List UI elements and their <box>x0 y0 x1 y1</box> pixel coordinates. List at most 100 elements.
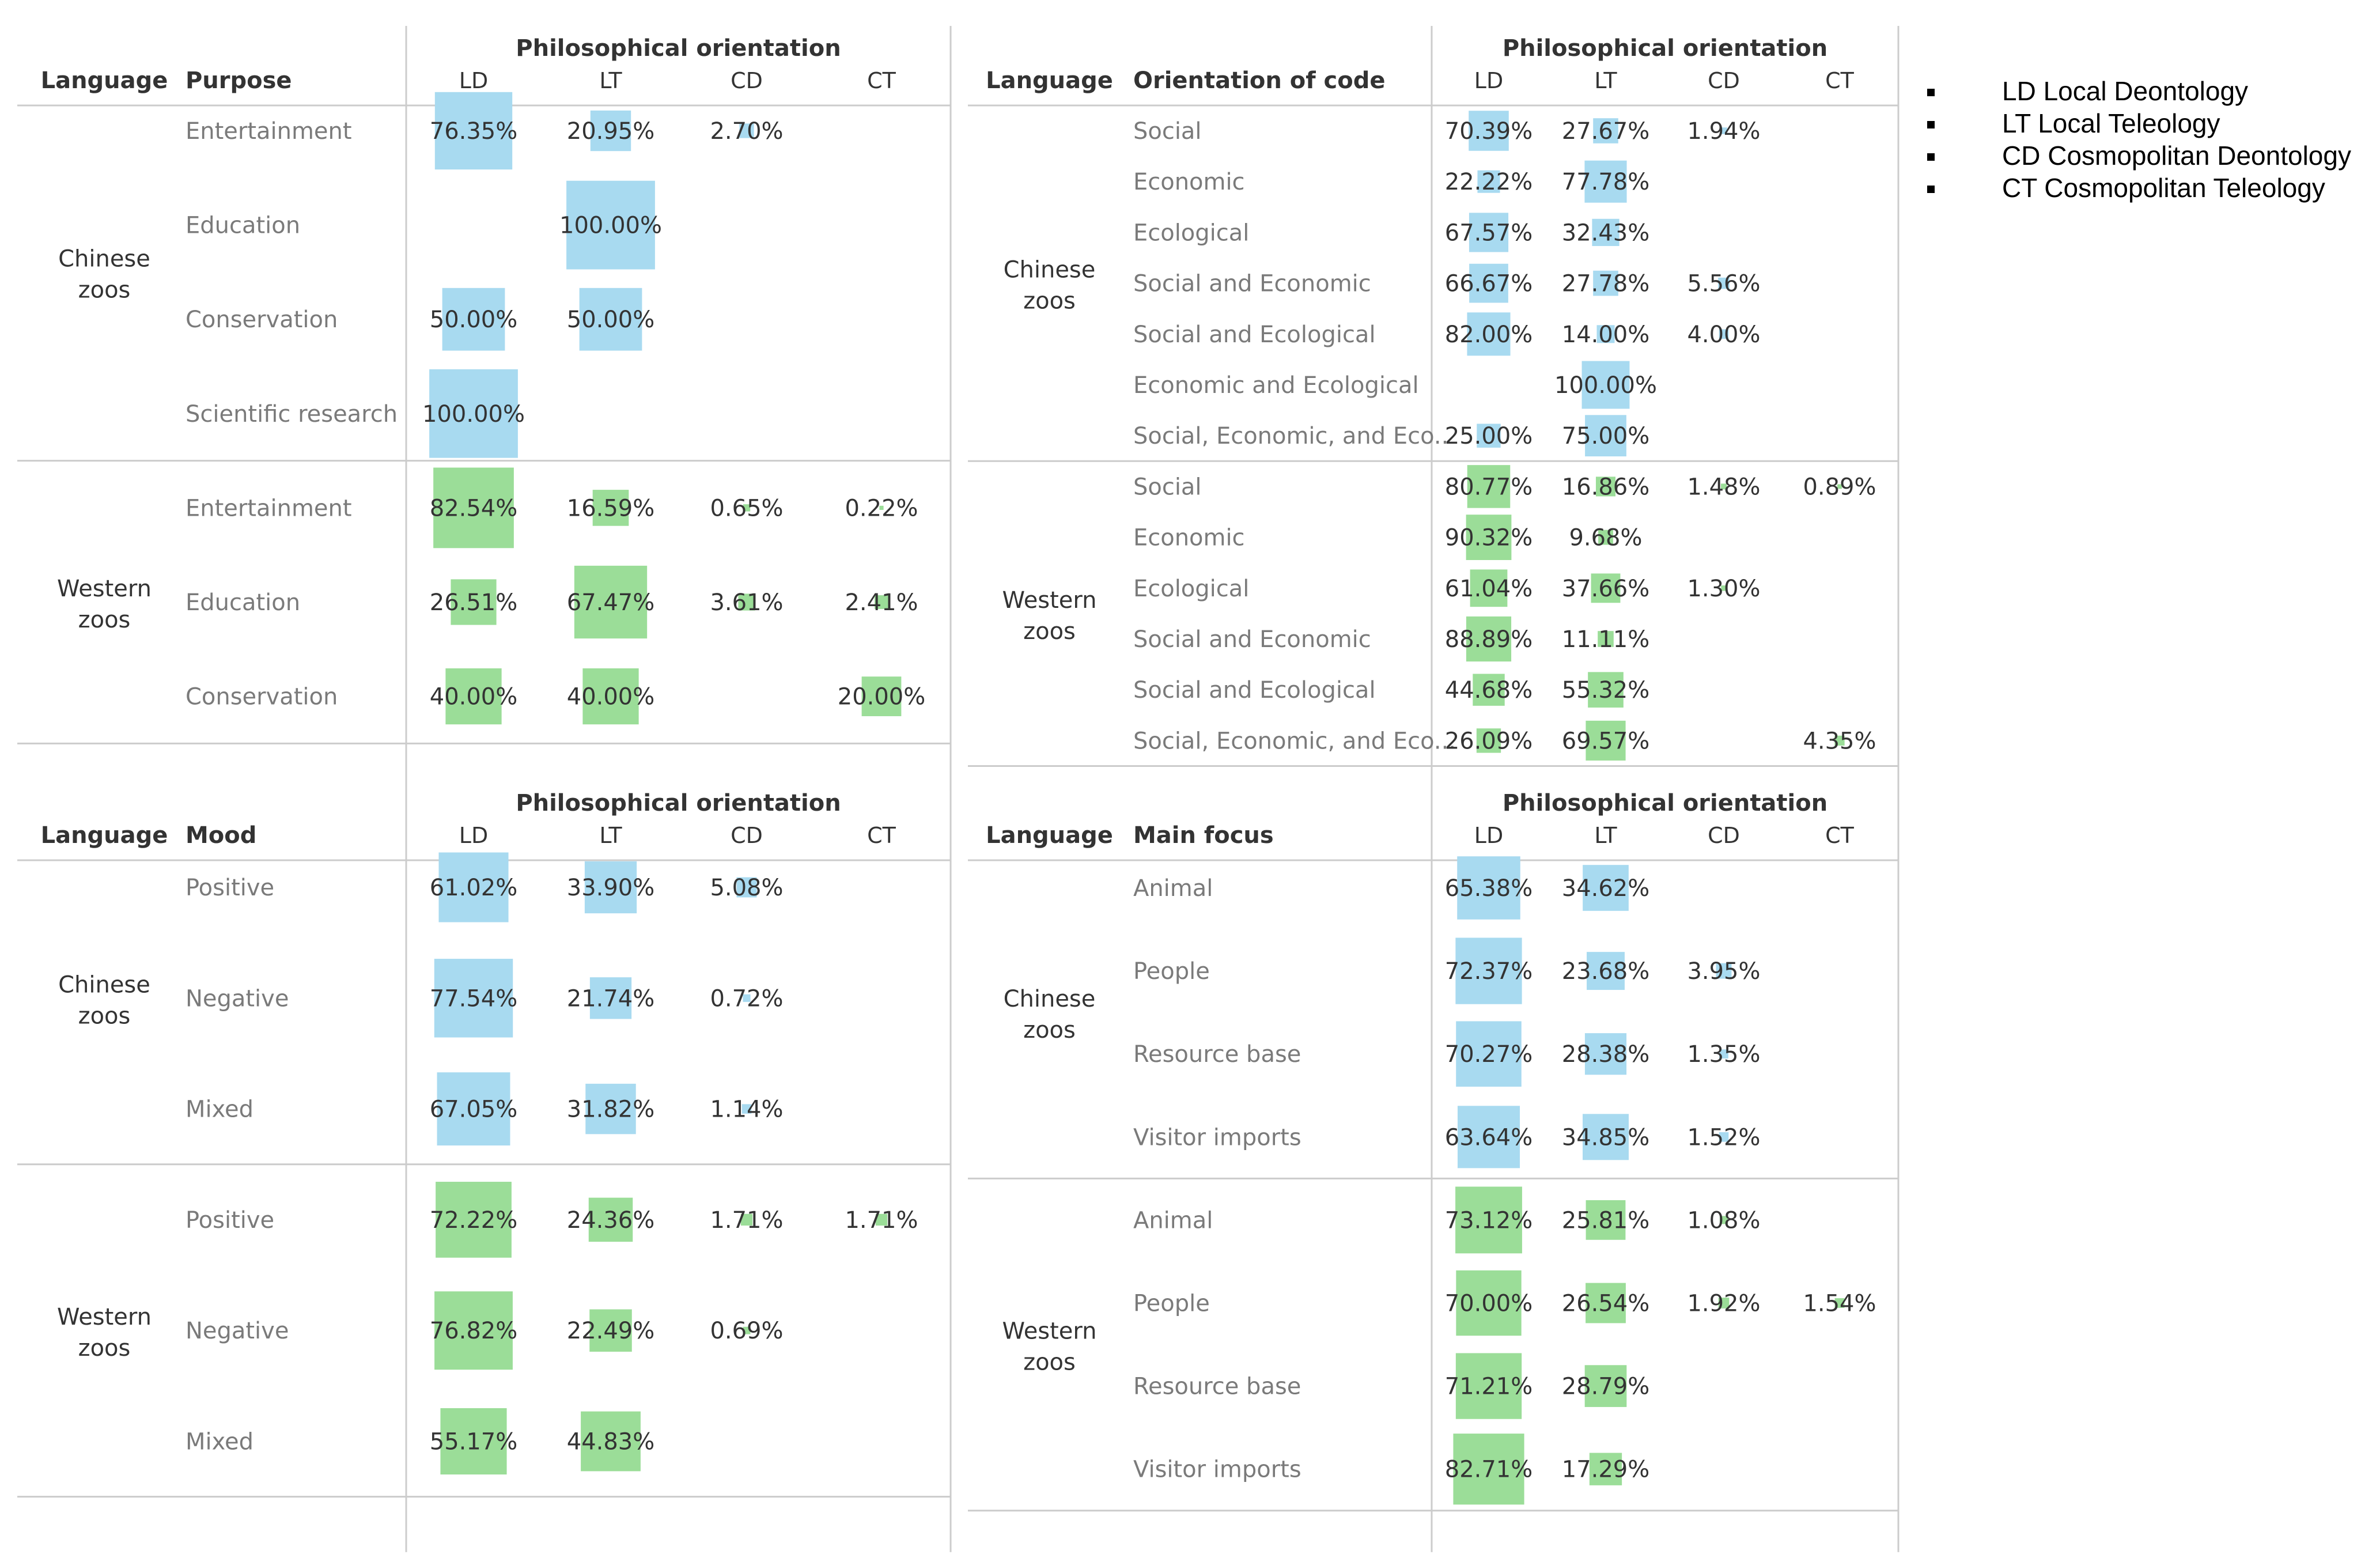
value-square-lt <box>1593 118 1618 143</box>
value-label-ld: 67.05% <box>430 1096 517 1123</box>
value-label-cd: 1.14% <box>710 1096 783 1123</box>
value-square-lt <box>1592 218 1620 247</box>
value-square-cd <box>740 1213 753 1226</box>
value-label-lt: 40.00% <box>567 684 654 710</box>
value-label-cd: 1.94% <box>1687 118 1760 145</box>
value-square-ct <box>875 1213 888 1226</box>
value-square-ld <box>1455 1186 1522 1254</box>
column-header-cd: CD <box>1708 68 1740 93</box>
value-square-ld <box>434 92 513 170</box>
row-label: Conservation <box>186 684 338 710</box>
value-square-lt <box>588 1197 633 1242</box>
row-label: Education <box>186 589 300 616</box>
value-label-ld: 66.67% <box>1445 271 1533 297</box>
row-label: Social, Economic, and Eco... <box>1133 728 1456 754</box>
value-label-ld: 82.71% <box>1445 1457 1533 1483</box>
value-square-cd <box>743 994 751 1002</box>
value-label-cd: 1.48% <box>1687 474 1760 500</box>
value-label-lt: 21.74% <box>567 985 654 1012</box>
value-label-lt: 34.85% <box>1562 1124 1649 1151</box>
column-header-lt: LT <box>599 823 622 848</box>
value-label-lt: 25.81% <box>1562 1207 1649 1234</box>
group-label-chinese: Chinese zoos <box>1004 257 1096 315</box>
value-square-ct <box>1834 1298 1845 1308</box>
value-square-ct <box>875 595 888 609</box>
row-label: Positive <box>186 1207 274 1234</box>
value-square-ld <box>442 288 505 351</box>
column-header-ld: LD <box>1474 823 1503 848</box>
value-square-ld <box>436 1182 512 1258</box>
column-group-title: Philosophical orientation <box>1503 790 1827 816</box>
value-square-ld <box>1469 111 1509 151</box>
value-label-lt: 27.67% <box>1562 118 1649 145</box>
value-label-ld: 61.04% <box>1445 576 1533 602</box>
value-label-ld: 65.38% <box>1445 875 1533 902</box>
value-label-lt: 26.54% <box>1562 1290 1649 1317</box>
value-label-ct: 1.71% <box>845 1207 918 1234</box>
group-label-line: Chinese <box>58 971 150 998</box>
value-square-ld <box>437 1072 510 1146</box>
row-label: Entertainment <box>186 118 352 145</box>
value-label-lt: 23.68% <box>1562 958 1649 985</box>
row-header-language: Language <box>41 822 168 849</box>
value-square-cd <box>738 593 755 611</box>
value-label-ld: 55.17% <box>430 1428 517 1455</box>
value-square-ld <box>1456 1021 1522 1087</box>
value-label-cd: 1.30% <box>1687 576 1760 602</box>
value-square-lt <box>574 565 648 639</box>
value-label-cd: 2.70% <box>710 118 783 145</box>
value-square-ct <box>1837 484 1842 489</box>
value-label-ld: 100.00% <box>422 401 525 428</box>
value-square-cd <box>741 1104 752 1114</box>
row-label: Scientific research <box>186 401 398 428</box>
value-label-ld: 50.00% <box>430 307 517 333</box>
column-header-ct: CT <box>867 823 896 848</box>
column-header-cd: CD <box>731 823 763 848</box>
value-label-ld: 72.22% <box>430 1207 517 1234</box>
value-label-lt: 27.78% <box>1562 271 1649 297</box>
group-label-line: zoos <box>78 277 131 303</box>
value-label-lt: 75.00% <box>1562 423 1649 449</box>
value-square-ld <box>433 467 514 549</box>
value-square-ld <box>451 579 497 625</box>
value-square-cd <box>1718 277 1730 289</box>
column-header-lt: LT <box>599 68 622 93</box>
legend-label: LT Local Teleology <box>2002 108 2220 138</box>
value-square-cd <box>1718 1298 1730 1309</box>
row-header-language: Language <box>986 67 1113 94</box>
value-square-ld <box>445 668 502 725</box>
value-label-cd: 0.69% <box>710 1318 783 1344</box>
value-square-ld <box>434 1291 513 1370</box>
value-label-ct: 2.41% <box>845 589 918 616</box>
row-label: Resource base <box>1133 1041 1301 1068</box>
value-square-ct <box>879 505 884 510</box>
value-label-cd: 1.08% <box>1687 1207 1760 1234</box>
column-header-ct: CT <box>1825 68 1855 93</box>
value-square-ld <box>1469 263 1508 303</box>
value-label-lt: 50.00% <box>567 307 654 333</box>
value-label-ld: 70.27% <box>1445 1041 1533 1068</box>
group-label-line: zoos <box>1023 1017 1076 1043</box>
value-square-cd <box>1721 585 1727 591</box>
column-header-ct: CT <box>867 68 896 93</box>
value-square-ld <box>1455 937 1522 1004</box>
column-group-title: Philosophical orientation <box>516 790 841 816</box>
value-label-lt: 77.78% <box>1562 169 1649 195</box>
value-square-lt <box>589 977 632 1019</box>
value-label-cd: 1.35% <box>1687 1041 1760 1068</box>
value-square-lt <box>1583 865 1629 911</box>
row-label: Ecological <box>1133 220 1249 246</box>
legend-bullet-icon <box>1927 89 1935 96</box>
row-label: Ecological <box>1133 576 1249 602</box>
row-header-dimension: Orientation of code <box>1133 67 1385 94</box>
value-label-ld: 70.39% <box>1445 118 1533 145</box>
value-square-lt <box>581 1411 641 1472</box>
value-label-ld: 44.68% <box>1445 677 1533 704</box>
row-label: Visitor imports <box>1133 1124 1301 1151</box>
value-label-lt: 67.47% <box>567 589 654 616</box>
value-label-lt: 16.59% <box>567 495 654 521</box>
row-label: Social and Ecological <box>1133 677 1376 704</box>
value-square-ld <box>434 959 513 1038</box>
value-label-cd: 3.61% <box>710 589 783 616</box>
value-square-cd <box>736 877 757 898</box>
